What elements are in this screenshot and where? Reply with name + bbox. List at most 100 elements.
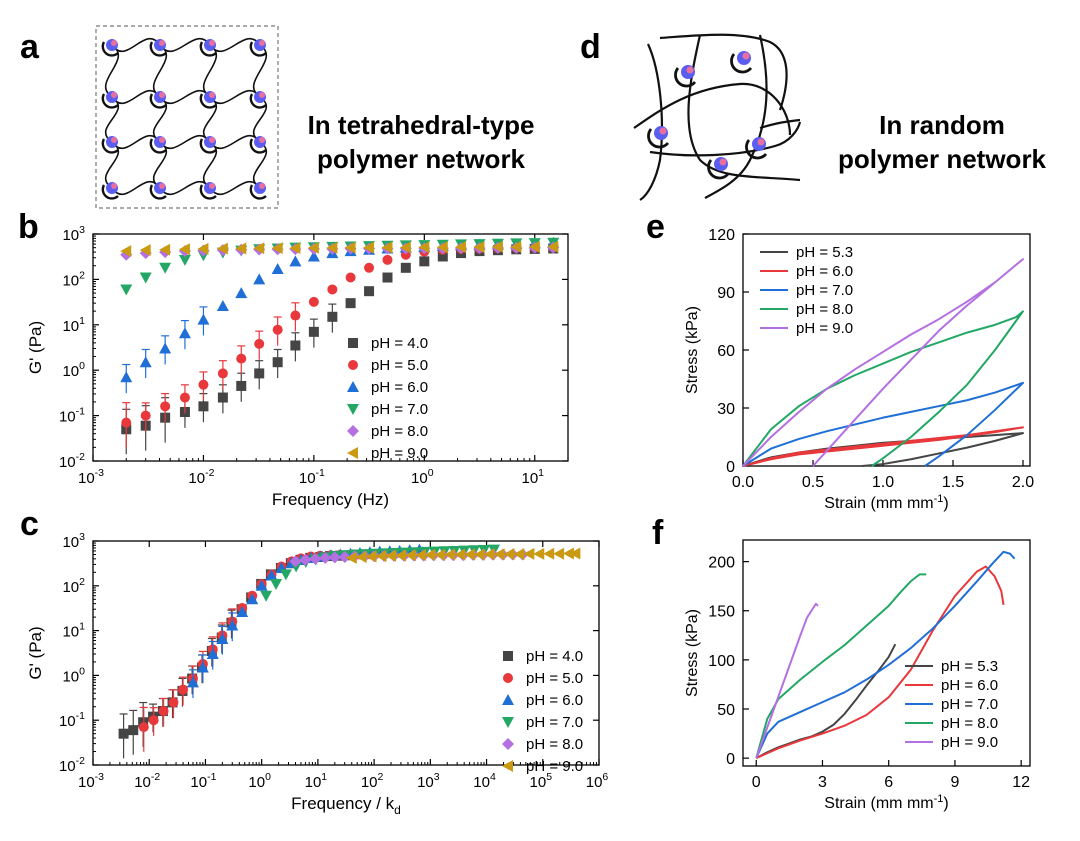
chart-c-legend-marker bbox=[502, 694, 514, 705]
chart-b-point bbox=[139, 244, 151, 257]
chart-c-point bbox=[299, 553, 312, 566]
chart-c-xtick-label: 102 bbox=[361, 771, 384, 791]
chart-b-point bbox=[363, 241, 375, 254]
chart-b-point bbox=[510, 240, 522, 253]
chart-b-legend-marker bbox=[347, 404, 359, 415]
chart-c-xtick-label-exponent: 0 bbox=[265, 771, 271, 783]
chart-c-xtick-label: 100 bbox=[248, 771, 271, 791]
chart-c-xtick-label: 10-2 bbox=[134, 771, 160, 791]
chart-f-xlabel-end: ) bbox=[943, 795, 948, 812]
strand bbox=[159, 180, 211, 196]
chart-b-point bbox=[120, 245, 132, 258]
chart-b-legend-label: pH = 8.0 bbox=[371, 423, 428, 440]
chart-c-xtick-label-base: 10 bbox=[248, 774, 265, 791]
chart-c-legend-label: pH = 5.0 bbox=[526, 670, 583, 687]
chart-c-legend-marker bbox=[502, 717, 514, 728]
caption-a-line1: In tetrahedral-type bbox=[307, 110, 535, 140]
chart-b-legend-marker bbox=[347, 447, 358, 459]
chart-c-xtick-label-base: 10 bbox=[530, 774, 547, 791]
chart-b-xtick-label-base: 10 bbox=[188, 470, 205, 487]
chart-c-point bbox=[206, 648, 219, 660]
guest-highlight bbox=[159, 40, 165, 46]
guest-highlight bbox=[259, 137, 265, 143]
guest-highlight bbox=[259, 183, 265, 189]
chart-c-point bbox=[404, 549, 416, 562]
chart-c-point bbox=[513, 548, 525, 561]
chart-b-point bbox=[344, 241, 356, 254]
chart-c-xtick-label-exponent: 2 bbox=[378, 771, 384, 783]
panel-label-c: c bbox=[20, 505, 39, 543]
chart-e-xtick-label: 1.0 bbox=[872, 474, 894, 491]
chart-b-point bbox=[197, 242, 209, 255]
chart-f-legend-label: pH = 5.3 bbox=[941, 658, 998, 675]
chart-c-legend-label: pH = 8.0 bbox=[526, 736, 583, 753]
chart-c-ytick-label-exponent: 3 bbox=[79, 531, 85, 543]
chart-b-point bbox=[473, 241, 485, 254]
strand bbox=[104, 44, 120, 98]
chart-b-point bbox=[326, 241, 338, 254]
chart-b-ytick-label: 10-2 bbox=[59, 451, 85, 471]
strand bbox=[202, 96, 218, 143]
chart-b-ytick-label-exponent: -1 bbox=[76, 406, 85, 418]
chart-b-xlabel: Frequency (Hz) bbox=[272, 490, 389, 509]
chart-b-point bbox=[179, 392, 190, 403]
chart-c-xtick-label-exponent: 1 bbox=[321, 771, 327, 783]
chart-c-ytick-label-exponent: 0 bbox=[79, 665, 85, 677]
chart-e-legend-label: pH = 8.0 bbox=[796, 301, 853, 318]
guest-highlight bbox=[259, 92, 265, 98]
chart-c-point bbox=[533, 547, 545, 560]
chart-c-xtick-label-exponent: 5 bbox=[546, 771, 552, 783]
chart-f-xtick-label: 3 bbox=[818, 774, 827, 791]
guest-highlight bbox=[111, 92, 117, 98]
chart-b-point bbox=[272, 357, 283, 368]
strand bbox=[152, 141, 168, 189]
chart-e-ylabel: Stress (kPa) bbox=[684, 306, 701, 394]
chart-b-point bbox=[159, 342, 172, 354]
chart-b-point bbox=[121, 417, 132, 428]
host-ring bbox=[199, 41, 217, 57]
chart-b-point bbox=[455, 241, 467, 254]
panel-label-e: e bbox=[646, 208, 665, 246]
chart-e-ytick-label: 30 bbox=[717, 401, 735, 418]
chart-b-point bbox=[364, 286, 375, 297]
chart-c-point bbox=[270, 578, 283, 590]
chart-c-point bbox=[158, 706, 169, 717]
strand bbox=[209, 180, 261, 196]
chart-e-legend-label: pH = 7.0 bbox=[796, 282, 853, 299]
chart-e-series-line-1 bbox=[742, 426, 1024, 467]
chart-c-point bbox=[260, 590, 273, 602]
chart-b-point bbox=[381, 241, 393, 254]
chart-e-xtick-label: 1.5 bbox=[942, 474, 964, 491]
panel-label-a: a bbox=[20, 28, 39, 66]
caption-a: In tetrahedral-type polymer network bbox=[302, 108, 540, 176]
chart-b-ytick-label: 102 bbox=[62, 269, 85, 289]
chart-f-legend-label: pH = 6.0 bbox=[941, 677, 998, 694]
chart-b-point bbox=[216, 242, 228, 255]
chart-c-ytick-label-exponent: 1 bbox=[79, 621, 85, 633]
tetrahedral-network-schematic bbox=[95, 25, 279, 209]
chart-b-xlabel-text: Frequency (Hz) bbox=[272, 490, 389, 509]
chart-b-point bbox=[178, 243, 190, 256]
chart-c-point bbox=[375, 550, 387, 563]
chart-f-series-line-4 bbox=[755, 602, 819, 759]
chart-c-xtick-label-exponent: -1 bbox=[207, 771, 216, 783]
chart-c-point bbox=[434, 548, 446, 561]
chart-b-point bbox=[290, 310, 301, 321]
chart-c-xlabel: Frequency / kd bbox=[291, 794, 401, 817]
chart-c-point bbox=[424, 548, 436, 561]
chart-c-legend-label: pH = 7.0 bbox=[526, 714, 583, 731]
chart-c-point bbox=[569, 547, 581, 560]
chart-c-point bbox=[138, 722, 149, 733]
chart-c-point bbox=[265, 569, 278, 581]
chart-b-xtick-label: 10-3 bbox=[78, 467, 104, 487]
strand bbox=[252, 141, 268, 189]
chart-c-xtick-label-base: 10 bbox=[78, 774, 95, 791]
chart-b-point bbox=[178, 254, 191, 266]
chart-e-legend-label: pH = 9.0 bbox=[796, 320, 853, 337]
chart-c: 10-3 10-2 10-1 100 101 102 103 104 105 10610-210-… bbox=[26, 531, 608, 817]
chart-c-point bbox=[148, 715, 159, 726]
chart-f-xtick-label: 6 bbox=[884, 774, 893, 791]
chart-b-point bbox=[120, 284, 133, 296]
chart-c-point bbox=[444, 548, 456, 561]
guest-highlight bbox=[686, 66, 694, 74]
